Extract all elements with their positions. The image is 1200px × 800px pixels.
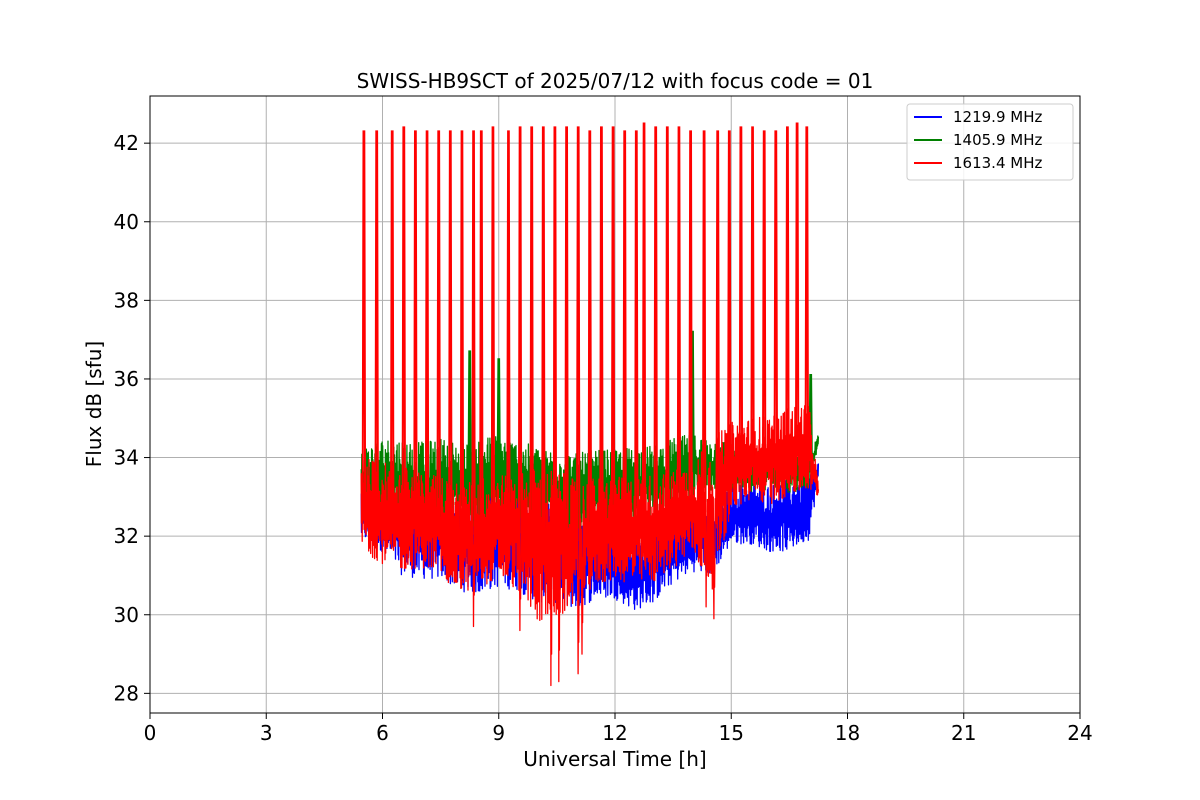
spike-mark — [541, 126, 546, 545]
spike-mark — [622, 130, 627, 531]
spike-mark — [361, 130, 367, 506]
spike-mark — [436, 130, 441, 525]
spike-mark — [564, 126, 569, 545]
spike-mark — [773, 130, 778, 458]
spike-mark — [676, 126, 682, 516]
spike-mark — [413, 130, 418, 520]
spike-mark — [688, 130, 693, 510]
legend-box — [906, 103, 1074, 181]
y-tick-label: 34 — [114, 446, 139, 470]
y-tick-label: 28 — [114, 681, 139, 705]
y-tick-label: 42 — [114, 131, 139, 155]
spike-mark — [459, 130, 465, 540]
y-tick-label: 32 — [114, 524, 139, 548]
spike-mark — [374, 130, 379, 511]
spike-mark — [610, 126, 616, 529]
x-tick-label: 3 — [260, 721, 273, 745]
legend: 1219.9 MHz 1405.9 MHz 1613.4 MHz — [906, 103, 1074, 181]
spike-mark — [762, 130, 767, 460]
legend-label: 1219.9 MHz — [953, 108, 1042, 126]
chart-title: SWISS-HB9SCT of 2025/07/12 with focus co… — [357, 69, 874, 93]
y-tick-label: 36 — [114, 367, 139, 391]
x-tick-label: 9 — [492, 721, 505, 745]
spike-mark — [390, 130, 395, 516]
spike-mark — [738, 126, 744, 464]
x-tick-label: 0 — [144, 721, 157, 745]
x-tick-label: 18 — [835, 721, 860, 745]
spike-mark — [641, 122, 647, 531]
spike-mark — [599, 126, 604, 532]
spike-mark — [665, 126, 670, 522]
legend-label: 1405.9 MHz — [953, 131, 1042, 149]
spike-mark — [552, 126, 558, 546]
spike-mark — [804, 126, 809, 449]
x-tick-label: 21 — [951, 721, 976, 745]
y-tick-label: 38 — [114, 288, 139, 312]
spike-mark — [587, 130, 592, 536]
spike-mark — [715, 130, 720, 501]
series-layer — [360, 122, 820, 687]
spike-mark — [506, 130, 511, 530]
spike-mark — [471, 130, 476, 535]
spike-mark — [785, 126, 790, 453]
spike-mark — [750, 126, 755, 460]
x-axis-label: Universal Time [h] — [523, 747, 706, 771]
spike-mark — [795, 122, 800, 451]
spike-mark — [424, 130, 430, 522]
spike-mark — [479, 130, 484, 532]
y-tick-label: 30 — [114, 603, 139, 627]
spike-mark — [490, 126, 496, 529]
x-tick-label: 24 — [1067, 721, 1092, 745]
spike-mark — [496, 358, 501, 476]
spike-mark — [727, 130, 732, 473]
series-line — [360, 405, 820, 687]
spike-mark — [529, 126, 534, 541]
spike-mark — [576, 126, 581, 542]
spike-mark — [401, 126, 406, 519]
x-tick-label: 15 — [719, 721, 744, 745]
spike-mark — [653, 126, 658, 528]
x-tick-label: 12 — [602, 721, 627, 745]
y-axis-label: Flux dB [sfu] — [82, 341, 106, 467]
x-tick-label: 6 — [376, 721, 389, 745]
spike-mark — [448, 130, 453, 533]
spike-mark — [467, 350, 472, 486]
spike-mark — [702, 130, 707, 513]
spike-mark — [634, 130, 639, 532]
spike-mark — [517, 126, 523, 534]
legend-label: 1613.4 MHz — [953, 154, 1042, 172]
y-tick-label: 40 — [114, 210, 139, 234]
